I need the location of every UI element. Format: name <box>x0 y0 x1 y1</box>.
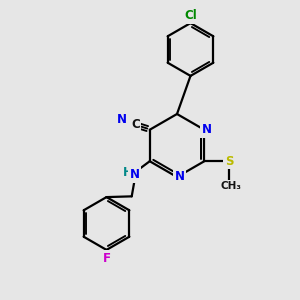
Text: CH₃: CH₃ <box>221 182 242 191</box>
Text: N: N <box>130 168 140 181</box>
Text: N: N <box>117 113 127 126</box>
Text: C: C <box>131 118 140 131</box>
Text: N: N <box>202 123 212 136</box>
Text: H: H <box>123 166 133 179</box>
Text: F: F <box>103 251 110 265</box>
Text: Cl: Cl <box>184 9 197 22</box>
Text: N: N <box>174 170 184 184</box>
Text: S: S <box>225 155 233 168</box>
